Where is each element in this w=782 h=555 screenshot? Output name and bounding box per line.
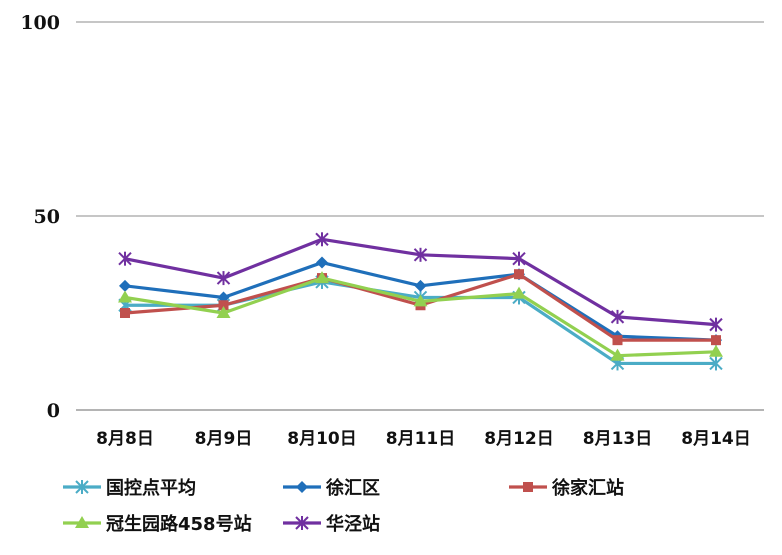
data-point	[512, 251, 526, 266]
legend-marker	[296, 481, 308, 493]
legend-marker	[295, 516, 309, 530]
legend-item: 国控点平均	[62, 472, 196, 502]
legend-swatch	[509, 482, 547, 492]
legend-item: 徐家汇站	[508, 472, 624, 502]
data-point	[315, 232, 329, 247]
y-axis-tick-labels: 0 50 100	[20, 12, 60, 422]
data-point	[711, 335, 721, 346]
data-point	[612, 335, 623, 346]
data-point	[316, 256, 328, 269]
data-point	[218, 300, 229, 311]
data-point	[610, 348, 625, 361]
x-tick-label: 8月14日	[681, 429, 751, 449]
data-point	[610, 309, 625, 324]
legend-label: 徐家汇站	[552, 478, 624, 499]
legend-swatch	[63, 516, 101, 528]
data-point	[709, 356, 723, 371]
legend-label: 国控点平均	[106, 478, 196, 499]
data-point	[118, 251, 132, 266]
data-point	[512, 286, 526, 299]
y-tick-label: 50	[34, 206, 60, 228]
legend-marker	[75, 480, 89, 494]
data-point	[119, 279, 131, 292]
x-axis: 8月8日 8月9日 8月10日 8月11日 8月12日 8月13日 8月14日	[96, 429, 751, 449]
data-point	[709, 344, 723, 357]
data-point	[413, 294, 428, 307]
series-3	[118, 271, 723, 361]
legend-marker	[523, 482, 533, 492]
y-tick-label: 0	[47, 400, 60, 422]
legend-item: 徐汇区	[282, 472, 380, 502]
data-point	[709, 317, 723, 332]
line-chart: 0 50 100 8月8日 8月9日 8月10日 8月11日 8月12日 8月13日 8月14日	[20, 12, 764, 449]
y-tick-label: 100	[20, 12, 60, 34]
data-point	[315, 271, 329, 284]
legend-swatch	[63, 480, 101, 494]
gridlines	[76, 21, 764, 411]
data-point	[514, 269, 524, 280]
x-tick-label: 8月10日	[287, 429, 357, 449]
legend-swatch	[283, 516, 321, 530]
data-point	[216, 306, 231, 318]
data-point	[413, 247, 428, 262]
legend: 国控点平均 徐汇区 徐家汇站冠生园路458号站 华泾站	[62, 472, 762, 552]
legend-marker	[75, 516, 89, 528]
x-tick-label: 8月13日	[583, 429, 653, 449]
data-point	[216, 271, 231, 286]
legend-label: 华泾站	[326, 514, 380, 535]
legend-swatch	[283, 481, 321, 493]
series-4	[118, 232, 723, 332]
x-tick-label: 8月8日	[96, 429, 154, 449]
x-tick-label: 8月12日	[484, 429, 554, 449]
legend-item: 华泾站	[282, 508, 380, 538]
x-tick-label: 8月11日	[386, 429, 456, 449]
legend-label: 徐汇区	[326, 478, 380, 499]
data-point	[414, 279, 427, 292]
data-point	[120, 308, 130, 318]
legend-label: 冠生园路458号站	[106, 514, 252, 535]
data-point	[118, 290, 132, 303]
series-lines	[118, 232, 723, 371]
x-tick-label: 8月9日	[195, 429, 253, 449]
legend-item: 冠生园路458号站	[62, 508, 252, 538]
